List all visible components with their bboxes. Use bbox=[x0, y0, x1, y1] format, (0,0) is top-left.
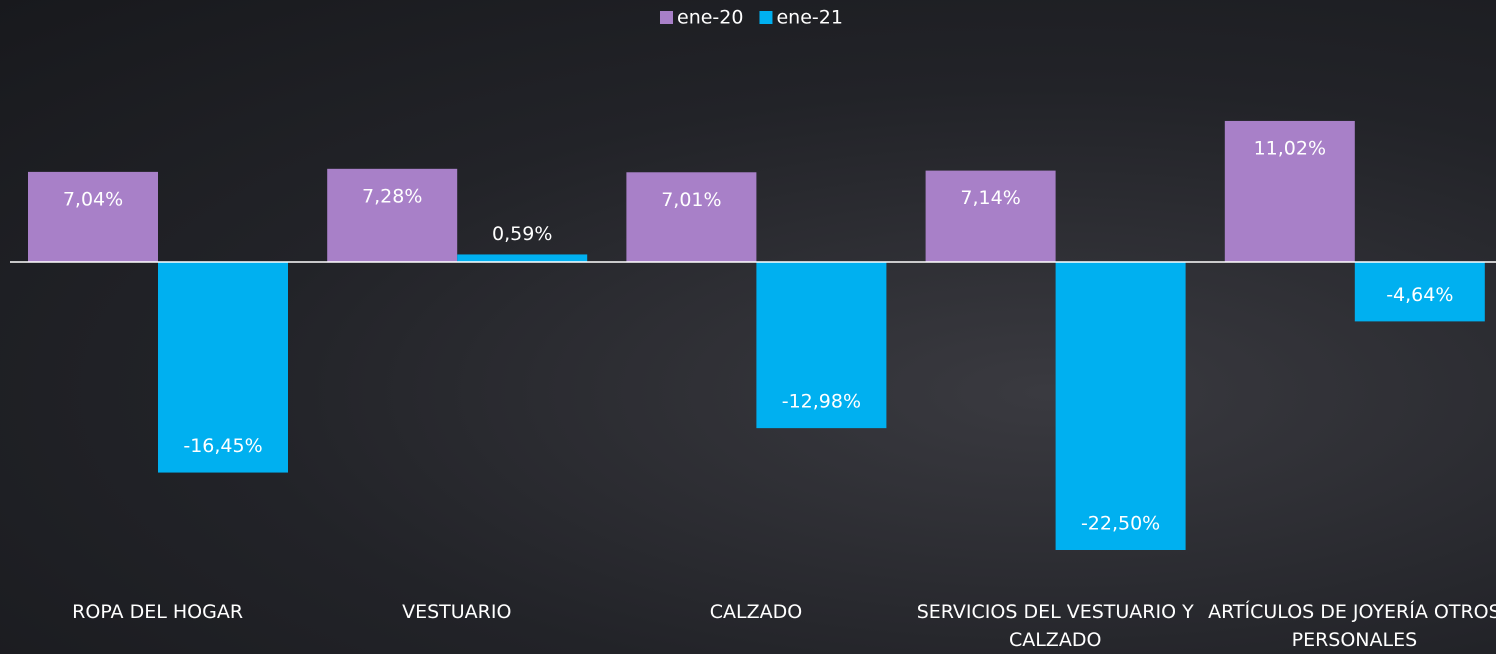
legend-label: ene-21 bbox=[776, 7, 842, 29]
legend-swatch bbox=[660, 11, 673, 24]
value-label: 7,28% bbox=[362, 185, 422, 207]
x-tick-label: ROPA DEL HOGAR bbox=[72, 601, 244, 623]
bar bbox=[626, 172, 757, 262]
bar bbox=[327, 168, 458, 262]
x-tick-label: VESTUARIO bbox=[402, 601, 512, 623]
bar bbox=[28, 171, 158, 262]
x-tick-label: SERVICIOS DEL VESTUARIO Y CALZADO bbox=[916, 601, 1194, 651]
bar bbox=[1224, 120, 1355, 262]
value-label: 7,01% bbox=[661, 189, 721, 211]
value-label: -22,50% bbox=[1081, 513, 1160, 535]
legend: ene-20 ene-21 bbox=[660, 7, 843, 29]
value-label: 11,02% bbox=[1254, 137, 1326, 159]
x-tick-label: CALZADO bbox=[709, 601, 803, 623]
x-tick-label: ARTÍCULOS DE JOYERÍA OTROS PERSONALES bbox=[1208, 601, 1496, 651]
value-label: -16,45% bbox=[183, 435, 262, 457]
bar bbox=[158, 262, 288, 473]
value-label: -12,98% bbox=[782, 391, 861, 413]
legend-swatch bbox=[759, 11, 773, 24]
bar bbox=[1354, 262, 1485, 322]
value-label: 7,14% bbox=[960, 187, 1020, 209]
bar bbox=[925, 170, 1056, 262]
value-label: -4,64% bbox=[1386, 284, 1453, 306]
legend-label: ene-20 bbox=[677, 7, 743, 29]
bar bbox=[756, 262, 887, 429]
bar bbox=[1055, 262, 1186, 550]
value-label: 0,59% bbox=[492, 223, 552, 245]
value-label: 7,04% bbox=[63, 188, 123, 210]
bar bbox=[457, 254, 588, 262]
